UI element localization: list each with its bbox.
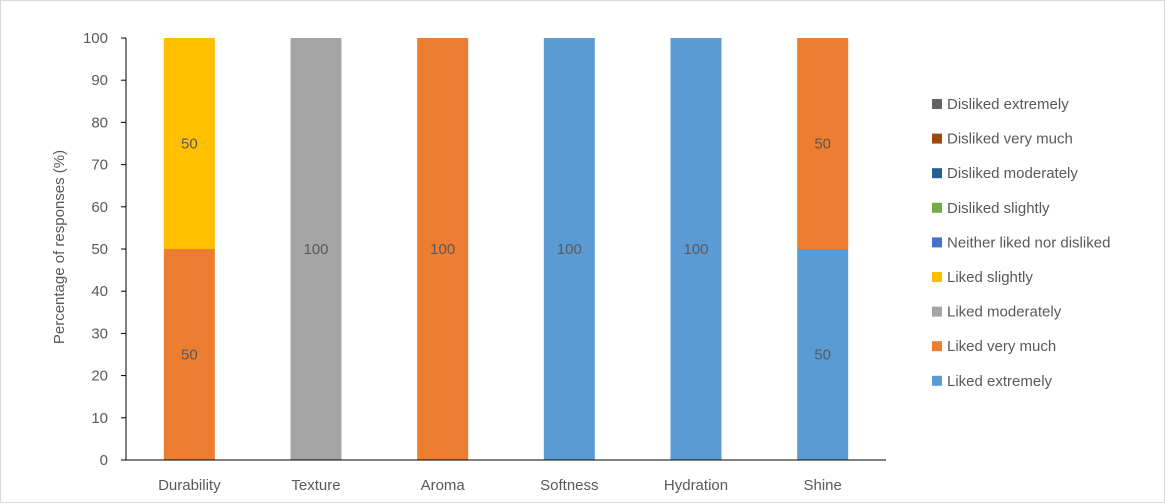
- x-category-label: Hydration: [664, 477, 728, 494]
- data-labels: 50 50 100 100 100 100 50 50: [181, 136, 831, 364]
- bar-segment: [797, 249, 849, 460]
- bar-segment: [290, 38, 342, 460]
- data-label: 100: [430, 241, 455, 258]
- y-tick-label: 50: [91, 241, 108, 258]
- bar-segment: [163, 249, 215, 460]
- y-tick-label: 10: [91, 410, 108, 427]
- legend-label: Disliked moderately: [947, 165, 1078, 182]
- y-tick-label: 80: [91, 114, 108, 131]
- legend-label: Disliked extremely: [947, 96, 1069, 113]
- legend-label: Liked moderately: [947, 304, 1062, 321]
- legend-swatch: [932, 375, 942, 386]
- legend-swatch: [932, 237, 942, 248]
- y-tick-label: 40: [91, 283, 108, 300]
- y-tick-label: 20: [91, 368, 108, 385]
- bars: [163, 38, 849, 460]
- bar-segment: [163, 38, 215, 249]
- x-category-label: Texture: [291, 477, 340, 494]
- data-label: 50: [814, 347, 831, 364]
- y-tick-label: 100: [83, 30, 108, 47]
- y-tick-label: 90: [91, 72, 108, 89]
- x-category-label: Aroma: [421, 477, 466, 494]
- x-category-label: Softness: [540, 477, 598, 494]
- legend-swatch: [932, 341, 942, 352]
- x-category-label: Durability: [158, 477, 221, 494]
- y-tick-label: 60: [91, 199, 108, 216]
- legend-swatch: [932, 133, 942, 144]
- legend-swatch: [932, 168, 942, 179]
- legend-label: Disliked very much: [947, 131, 1073, 148]
- legend-swatch: [932, 272, 942, 282]
- legend-label: Liked slightly: [947, 269, 1033, 286]
- x-category-label: Shine: [803, 477, 841, 494]
- y-tick-label: 30: [91, 325, 108, 342]
- data-label: 50: [181, 347, 198, 364]
- y-axis-title-group: Percentage of responses (%): [51, 150, 68, 344]
- legend-swatch: [932, 202, 942, 213]
- bar-segment: [670, 38, 722, 460]
- legend-swatch: [932, 99, 942, 109]
- legend-label: Liked extremely: [947, 373, 1053, 390]
- y-axis-title: Percentage of responses (%): [51, 150, 68, 344]
- data-label: 100: [683, 241, 708, 258]
- bar-segment: [797, 38, 849, 249]
- y-tick-label: 70: [91, 157, 108, 174]
- y-axis-ticks: 0 10 20 30 40 50 60 70 80 90 100: [83, 30, 126, 469]
- data-label: 50: [181, 136, 198, 153]
- legend-label: Disliked slightly: [947, 200, 1050, 217]
- data-label: 50: [814, 136, 831, 153]
- legend-label: Neither liked nor disliked: [947, 234, 1110, 251]
- data-label: 100: [557, 241, 582, 258]
- data-label: 100: [303, 241, 328, 258]
- legend-swatch: [932, 306, 942, 317]
- bar-segment: [417, 38, 469, 460]
- bar-segment: [543, 38, 595, 460]
- category-labels: Durability Texture Aroma Softness Hydration S…: [158, 477, 842, 494]
- y-tick-label: 0: [100, 452, 108, 469]
- legend-label: Liked very much: [947, 338, 1056, 355]
- axis-lines: [125, 38, 886, 461]
- legend: Disliked extremely Disliked very much Disl…: [932, 96, 1110, 390]
